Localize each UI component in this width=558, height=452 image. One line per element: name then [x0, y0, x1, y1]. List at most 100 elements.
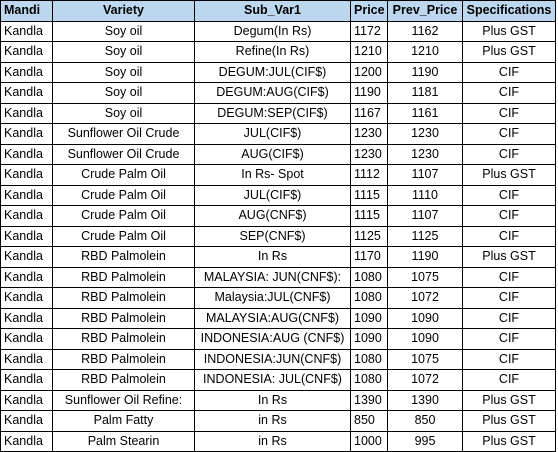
cell-mandi[interactable]: Kandla	[0, 41, 53, 63]
cell-sub-var1[interactable]: Degum(In Rs)	[194, 20, 351, 42]
cell-variety[interactable]: Sunflower Oil Crude	[52, 143, 195, 165]
cell-price[interactable]: 1200	[350, 61, 388, 83]
cell-price[interactable]: 1080	[350, 369, 388, 391]
cell-prev-price[interactable]: 1190	[387, 61, 463, 83]
cell-mandi[interactable]: Kandla	[0, 123, 53, 145]
cell-mandi[interactable]: Kandla	[0, 20, 53, 42]
cell-sub-var1[interactable]: in Rs	[194, 410, 351, 432]
cell-price[interactable]: 1170	[350, 246, 388, 268]
cell-prev-price[interactable]: 1075	[387, 266, 463, 288]
cell-sub-var1[interactable]: Malaysia:JUL(CNF$)	[194, 287, 351, 309]
cell-price[interactable]: 850	[350, 410, 388, 432]
column-header-price[interactable]: Price	[350, 0, 388, 22]
cell-price[interactable]: 1115	[350, 184, 388, 206]
cell-price[interactable]: 1090	[350, 328, 388, 350]
cell-variety[interactable]: Soy oil	[52, 82, 195, 104]
cell-prev-price[interactable]: 1162	[387, 20, 463, 42]
cell-prev-price[interactable]: 1107	[387, 164, 463, 186]
cell-price[interactable]: 1167	[350, 102, 388, 124]
cell-mandi[interactable]: Kandla	[0, 143, 53, 165]
cell-variety[interactable]: RBD Palmolein	[52, 266, 195, 288]
cell-price[interactable]: 1210	[350, 41, 388, 63]
column-header-specifications[interactable]: Specifications	[462, 0, 556, 22]
cell-price[interactable]: 1000	[350, 430, 388, 452]
cell-prev-price[interactable]: 1072	[387, 287, 463, 309]
cell-specifications[interactable]: CIF	[462, 287, 556, 309]
cell-variety[interactable]: Soy oil	[52, 61, 195, 83]
cell-mandi[interactable]: Kandla	[0, 348, 53, 370]
cell-price[interactable]: 1080	[350, 348, 388, 370]
cell-sub-var1[interactable]: DEGUM:JUL(CIF$)	[194, 61, 351, 83]
cell-sub-var1[interactable]: DEGUM:SEP(CIF$)	[194, 102, 351, 124]
cell-prev-price[interactable]: 1090	[387, 328, 463, 350]
cell-variety[interactable]: Soy oil	[52, 102, 195, 124]
cell-prev-price[interactable]: 1181	[387, 82, 463, 104]
cell-sub-var1[interactable]: SEP(CNF$)	[194, 225, 351, 247]
column-header-variety[interactable]: Variety	[52, 0, 195, 22]
cell-sub-var1[interactable]: INDONESIA: JUL(CNF$)	[194, 369, 351, 391]
cell-variety[interactable]: Soy oil	[52, 41, 195, 63]
cell-mandi[interactable]: Kandla	[0, 102, 53, 124]
cell-sub-var1[interactable]: DEGUM:AUG(CIF$)	[194, 82, 351, 104]
cell-mandi[interactable]: Kandla	[0, 82, 53, 104]
cell-specifications[interactable]: CIF	[462, 266, 556, 288]
cell-specifications[interactable]: Plus GST	[462, 389, 556, 411]
cell-variety[interactable]: Crude Palm Oil	[52, 184, 195, 206]
cell-specifications[interactable]: CIF	[462, 328, 556, 350]
cell-variety[interactable]: RBD Palmolein	[52, 348, 195, 370]
cell-specifications[interactable]: CIF	[462, 61, 556, 83]
cell-sub-var1[interactable]: Refine(In Rs)	[194, 41, 351, 63]
cell-sub-var1[interactable]: INDONESIA:AUG (CNF$)	[194, 328, 351, 350]
cell-specifications[interactable]: CIF	[462, 348, 556, 370]
cell-mandi[interactable]: Kandla	[0, 225, 53, 247]
cell-sub-var1[interactable]: JUL(CIF$)	[194, 184, 351, 206]
cell-variety[interactable]: Crude Palm Oil	[52, 164, 195, 186]
cell-sub-var1[interactable]: in Rs	[194, 430, 351, 452]
cell-specifications[interactable]: CIF	[462, 225, 556, 247]
cell-specifications[interactable]: CIF	[462, 184, 556, 206]
cell-mandi[interactable]: Kandla	[0, 389, 53, 411]
cell-sub-var1[interactable]: MALAYSIA:AUG(CNF$)	[194, 307, 351, 329]
cell-sub-var1[interactable]: MALAYSIA: JUN(CNF$):	[194, 266, 351, 288]
cell-specifications[interactable]: Plus GST	[462, 430, 556, 452]
cell-price[interactable]: 1190	[350, 82, 388, 104]
cell-mandi[interactable]: Kandla	[0, 61, 53, 83]
cell-variety[interactable]: RBD Palmolein	[52, 246, 195, 268]
cell-variety[interactable]: Palm Stearin	[52, 430, 195, 452]
cell-specifications[interactable]: CIF	[462, 307, 556, 329]
cell-variety[interactable]: Palm Fatty	[52, 410, 195, 432]
cell-prev-price[interactable]: 1125	[387, 225, 463, 247]
cell-variety[interactable]: Sunflower Oil Refine:	[52, 389, 195, 411]
cell-price[interactable]: 1115	[350, 205, 388, 227]
cell-variety[interactable]: Sunflower Oil Crude	[52, 123, 195, 145]
cell-specifications[interactable]: Plus GST	[462, 164, 556, 186]
cell-sub-var1[interactable]: AUG(CIF$)	[194, 143, 351, 165]
cell-specifications[interactable]: Plus GST	[462, 20, 556, 42]
cell-prev-price[interactable]: 1110	[387, 184, 463, 206]
cell-price[interactable]: 1112	[350, 164, 388, 186]
cell-mandi[interactable]: Kandla	[0, 246, 53, 268]
cell-mandi[interactable]: Kandla	[0, 328, 53, 350]
cell-prev-price[interactable]: 1390	[387, 389, 463, 411]
cell-price[interactable]: 1230	[350, 143, 388, 165]
cell-prev-price[interactable]: 1107	[387, 205, 463, 227]
cell-price[interactable]: 1172	[350, 20, 388, 42]
cell-mandi[interactable]: Kandla	[0, 287, 53, 309]
cell-specifications[interactable]: CIF	[462, 123, 556, 145]
cell-price[interactable]: 1090	[350, 307, 388, 329]
cell-specifications[interactable]: CIF	[462, 102, 556, 124]
cell-prev-price[interactable]: 1161	[387, 102, 463, 124]
cell-variety[interactable]: Crude Palm Oil	[52, 225, 195, 247]
cell-specifications[interactable]: CIF	[462, 82, 556, 104]
cell-variety[interactable]: RBD Palmolein	[52, 328, 195, 350]
cell-specifications[interactable]: CIF	[462, 369, 556, 391]
cell-variety[interactable]: RBD Palmolein	[52, 307, 195, 329]
cell-prev-price[interactable]: 1230	[387, 143, 463, 165]
cell-prev-price[interactable]: 1190	[387, 246, 463, 268]
cell-sub-var1[interactable]: AUG(CNF$)	[194, 205, 351, 227]
cell-sub-var1[interactable]: INDONESIA:JUN(CNF$)	[194, 348, 351, 370]
cell-mandi[interactable]: Kandla	[0, 205, 53, 227]
cell-variety[interactable]: RBD Palmolein	[52, 287, 195, 309]
cell-variety[interactable]: RBD Palmolein	[52, 369, 195, 391]
cell-sub-var1[interactable]: In Rs- Spot	[194, 164, 351, 186]
